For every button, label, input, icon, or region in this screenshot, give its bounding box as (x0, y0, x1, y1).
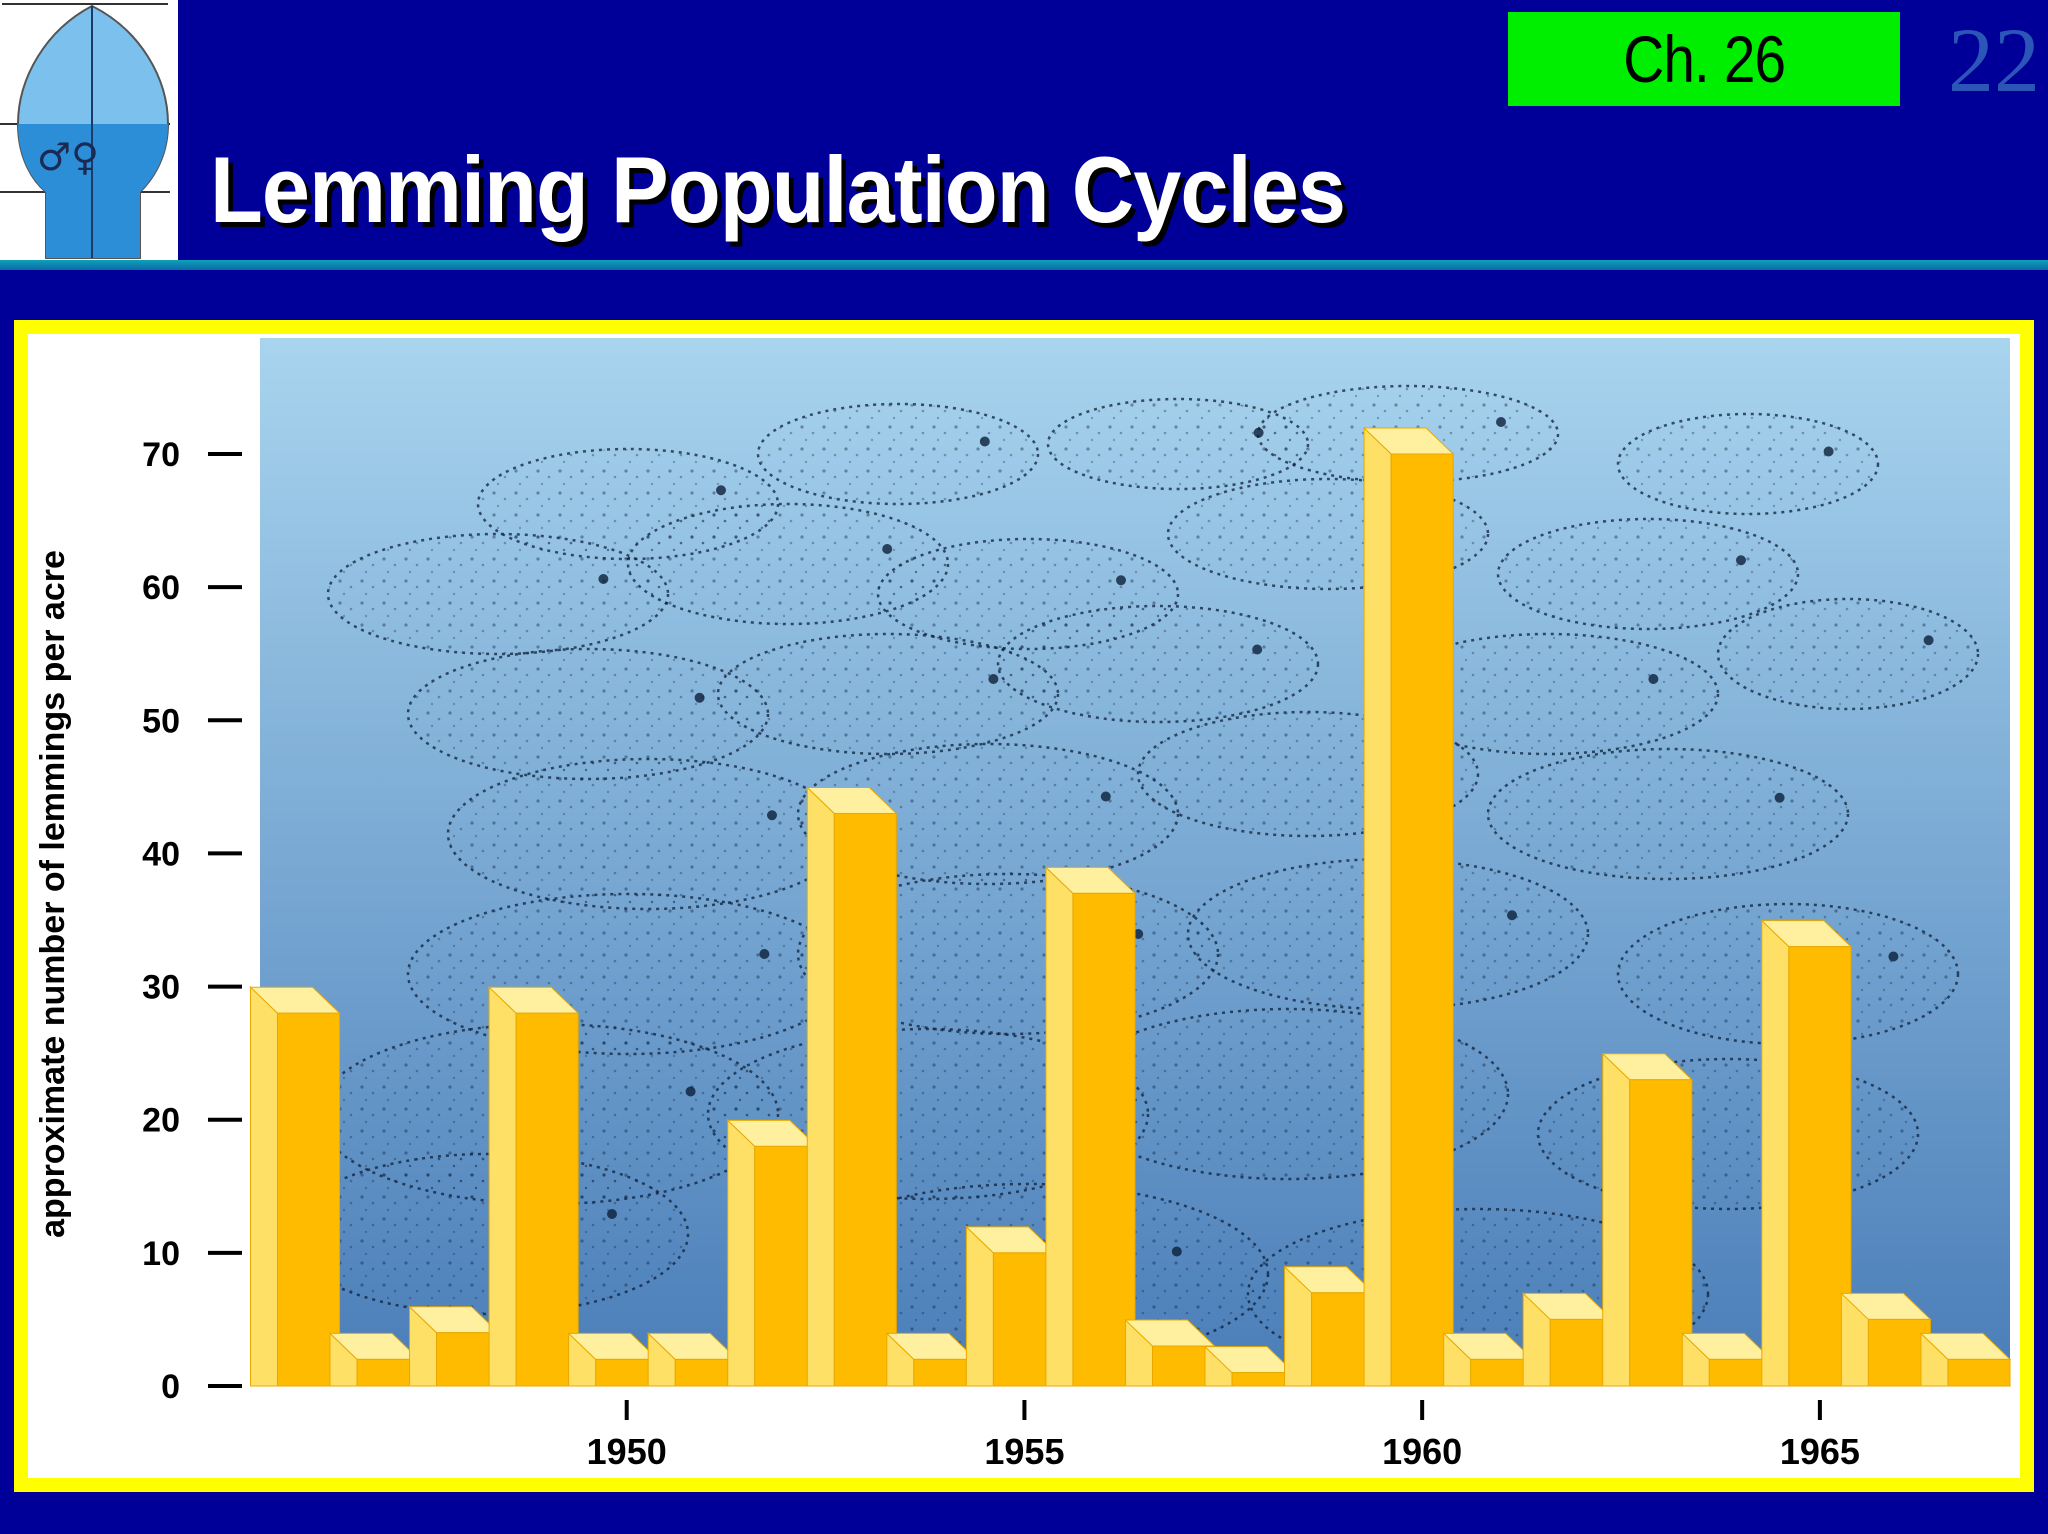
y-axis: 0 10 20 30 40 50 60 70 (142, 436, 242, 1406)
bar-1966 (1840, 1292, 1932, 1387)
bar-front (1072, 892, 1136, 1387)
bar-side (1602, 1052, 1631, 1387)
y-tick-label: 10 (142, 1235, 180, 1273)
y-axis-label: approximate number of lemmings per acre (34, 550, 72, 1238)
y-tick-label: 0 (161, 1368, 180, 1406)
bar-1955 (965, 1225, 1057, 1387)
bar-front (1390, 453, 1454, 1387)
bar-1959 (1283, 1265, 1375, 1387)
bar-1950 (567, 1332, 659, 1387)
bar-1953 (806, 786, 898, 1387)
bar-side (727, 1119, 756, 1387)
bar-1960 (1362, 426, 1455, 1387)
x-tick-label: 1965 (1780, 1431, 1860, 1472)
logo-symbols: ♂♀ (37, 135, 99, 179)
bar-front (1947, 1358, 2011, 1387)
slide-number: 22 (1948, 9, 2040, 111)
bar-1967 (1919, 1332, 2012, 1387)
chart-frame: 0 10 20 30 40 50 60 70 1950 1955 1960 1965 approxi… (14, 320, 2034, 1492)
bar-front (277, 1012, 341, 1387)
slide-title: Lemming Population Cycles (210, 137, 1346, 242)
y-tick-label: 50 (142, 702, 180, 740)
bar-side (965, 1225, 994, 1387)
bar-1965 (1760, 919, 1853, 1387)
chapter-badge: Ch. 26 (1508, 12, 1900, 106)
bar-1962 (1521, 1292, 1614, 1387)
y-tick-label: 20 (142, 1102, 180, 1140)
bar-1946 (249, 986, 341, 1387)
bar-1949 (487, 986, 580, 1387)
male-female-symbols-icon: ♂♀ (0, 3, 170, 259)
chapter-label: Ch. 26 (1622, 22, 1786, 96)
bar-1958 (1203, 1345, 1296, 1387)
bar-front (1629, 1079, 1693, 1387)
x-tick-label: 1955 (984, 1431, 1064, 1472)
y-tick-label: 60 (142, 569, 180, 607)
bar-side (1761, 919, 1790, 1387)
bar-side (249, 986, 278, 1387)
bar-side (488, 986, 517, 1387)
bar-front (1311, 1292, 1375, 1387)
lemming-bar-chart: 0 10 20 30 40 50 60 70 1950 1955 1960 1965 approxi… (34, 338, 2012, 1472)
bar-1954 (885, 1332, 978, 1387)
bar-1957 (1124, 1318, 1216, 1387)
logo: ♂♀ (0, 0, 178, 260)
bar-series (249, 426, 2012, 1387)
title-divider (0, 260, 2048, 270)
x-axis: 1950 1955 1960 1965 (587, 1400, 1860, 1472)
bar-1956 (1044, 866, 1137, 1387)
bar-1964 (1681, 1332, 1773, 1387)
bar-1963 (1601, 1052, 1694, 1387)
bar-front (913, 1358, 977, 1387)
bar-front (833, 812, 897, 1387)
bar-front (595, 1358, 659, 1387)
y-tick-label: 70 (142, 436, 180, 474)
bar-front (992, 1252, 1056, 1387)
y-tick-label: 40 (142, 835, 180, 873)
bar-front (1788, 946, 1852, 1387)
bar-1951 (646, 1332, 739, 1387)
bar-front (515, 1012, 579, 1387)
bar-front (356, 1358, 420, 1387)
bar-1952 (726, 1119, 819, 1387)
x-tick-label: 1950 (587, 1431, 667, 1472)
bar-front (754, 1145, 818, 1387)
x-tick-label: 1960 (1382, 1431, 1462, 1472)
bar-front (1867, 1318, 1931, 1387)
bar-side (806, 786, 835, 1387)
bar-front (1549, 1318, 1613, 1387)
bar-1948 (408, 1305, 500, 1387)
bar-front (1152, 1345, 1216, 1387)
bar-front (674, 1358, 738, 1387)
bar-side (1363, 426, 1392, 1387)
y-tick-label: 30 (142, 969, 180, 1007)
bar-front (436, 1332, 500, 1387)
bar-side (1045, 866, 1074, 1387)
